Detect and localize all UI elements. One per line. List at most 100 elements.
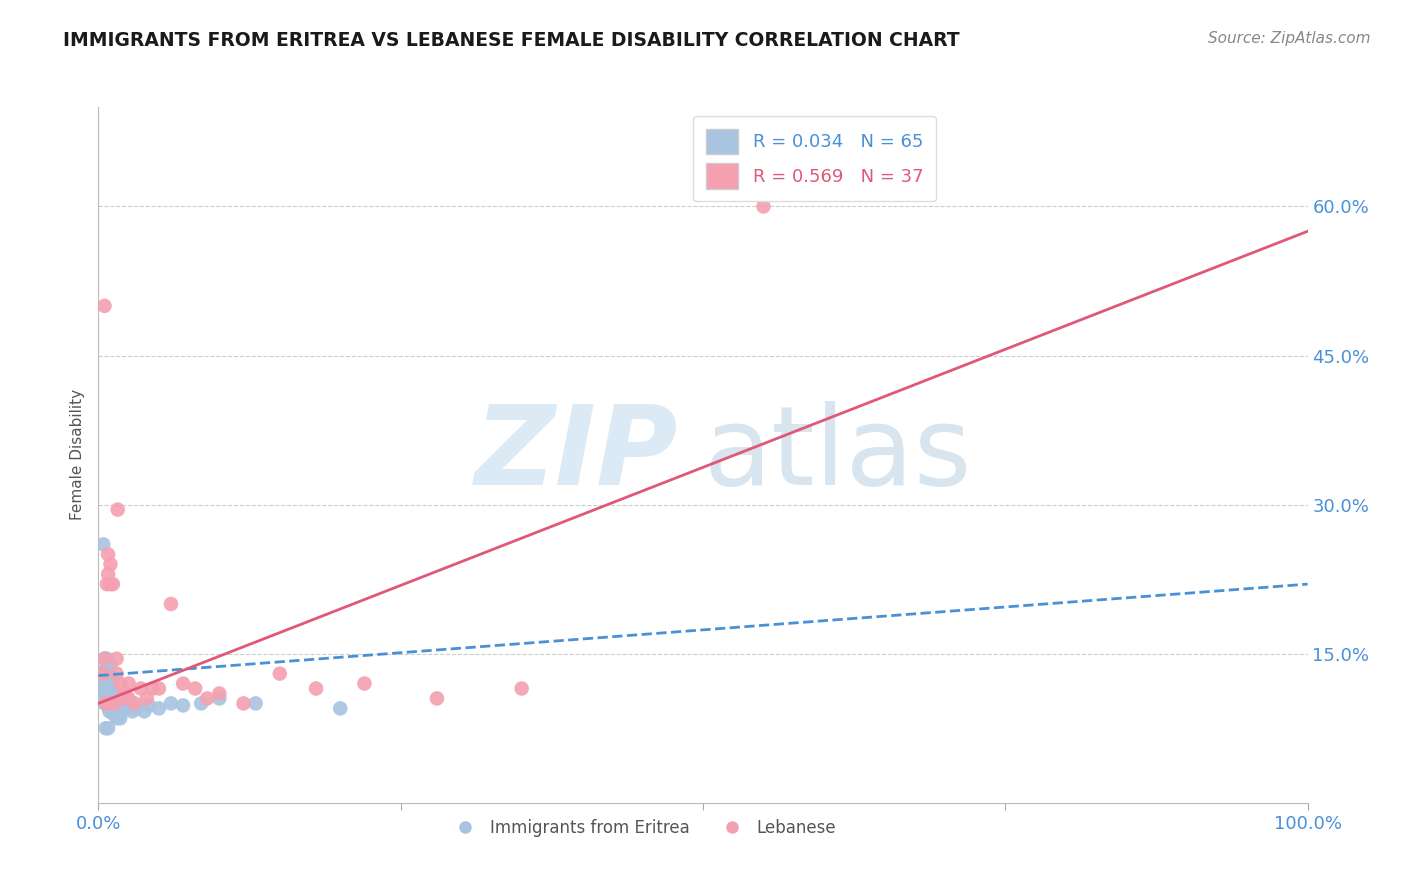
Point (100, 672, 122, 686)
Point (97, 721, 120, 735)
Text: Source: ZipAtlas.com: Source: ZipAtlas.com (1208, 31, 1371, 46)
Point (353, 676, 375, 690)
Point (108, 708, 131, 723)
Point (101, 691, 124, 706)
Point (305, 681, 328, 696)
Point (93, 697, 115, 711)
Point (98, 704, 121, 718)
Point (101, 706, 124, 721)
Point (98, 697, 121, 711)
Point (93, 651, 115, 665)
Point (96, 686, 118, 700)
Point (97, 657, 120, 671)
Point (97, 567, 120, 582)
Point (105, 711, 128, 725)
Point (105, 691, 128, 706)
Point (105, 666, 128, 681)
Point (195, 691, 218, 706)
Point (108, 711, 131, 725)
Text: atlas: atlas (703, 401, 972, 508)
Point (118, 701, 141, 715)
Point (103, 697, 125, 711)
Point (93, 666, 115, 681)
Point (172, 676, 194, 690)
Point (100, 577, 122, 591)
Point (100, 701, 122, 715)
Point (129, 681, 152, 696)
Point (97, 676, 120, 690)
Point (96, 577, 118, 591)
Point (103, 706, 125, 721)
Point (134, 704, 156, 718)
Point (100, 691, 122, 706)
Point (142, 681, 165, 696)
Point (121, 704, 143, 718)
Point (91, 666, 114, 681)
Point (108, 689, 131, 703)
Point (96, 666, 118, 681)
Point (111, 691, 134, 706)
Point (97, 697, 120, 711)
Point (98, 691, 121, 706)
Point (91, 666, 114, 681)
Point (100, 686, 122, 700)
Point (329, 701, 352, 715)
Legend: Immigrants from Eritrea, Lebanese: Immigrants from Eritrea, Lebanese (441, 812, 844, 843)
Point (107, 708, 129, 723)
Point (96, 697, 118, 711)
Point (135, 691, 157, 706)
Point (94, 686, 117, 700)
Point (97, 547, 120, 561)
Point (107, 502, 129, 516)
Point (245, 697, 267, 711)
Point (93, 676, 115, 690)
Point (172, 698, 194, 713)
Text: ZIP: ZIP (475, 401, 679, 508)
Point (93, 299, 115, 313)
Point (94, 721, 117, 735)
Point (114, 686, 136, 700)
Point (94, 662, 117, 676)
Point (111, 701, 134, 715)
Point (98, 666, 121, 681)
Point (104, 708, 127, 723)
Y-axis label: Female Disability: Female Disability (69, 389, 84, 521)
Point (91, 537, 114, 551)
Point (160, 697, 183, 711)
Point (94, 697, 117, 711)
Point (208, 691, 231, 706)
Point (101, 577, 124, 591)
Text: IMMIGRANTS FROM ERITREA VS LEBANESE FEMALE DISABILITY CORRELATION CHART: IMMIGRANTS FROM ERITREA VS LEBANESE FEMA… (63, 31, 960, 50)
Point (97, 686, 120, 700)
Point (752, 199, 775, 213)
Point (148, 681, 170, 696)
Point (118, 676, 141, 690)
Point (103, 689, 125, 703)
Point (101, 676, 124, 690)
Point (127, 701, 149, 715)
Point (97, 666, 120, 681)
Point (105, 651, 128, 665)
Point (93, 686, 115, 700)
Point (124, 697, 146, 711)
Point (96, 676, 118, 690)
Point (138, 698, 160, 713)
Point (91, 672, 114, 686)
Point (426, 691, 449, 706)
Point (208, 686, 231, 700)
Point (98, 679, 121, 693)
Point (100, 658, 122, 673)
Point (94, 697, 117, 711)
Point (148, 701, 170, 715)
Point (118, 691, 141, 706)
Point (269, 666, 291, 681)
Point (184, 681, 207, 696)
Point (160, 597, 183, 611)
Point (190, 697, 212, 711)
Point (114, 698, 136, 713)
Point (100, 681, 122, 696)
Point (93, 651, 115, 665)
Point (98, 701, 121, 715)
Point (100, 558, 122, 572)
Point (232, 697, 254, 711)
